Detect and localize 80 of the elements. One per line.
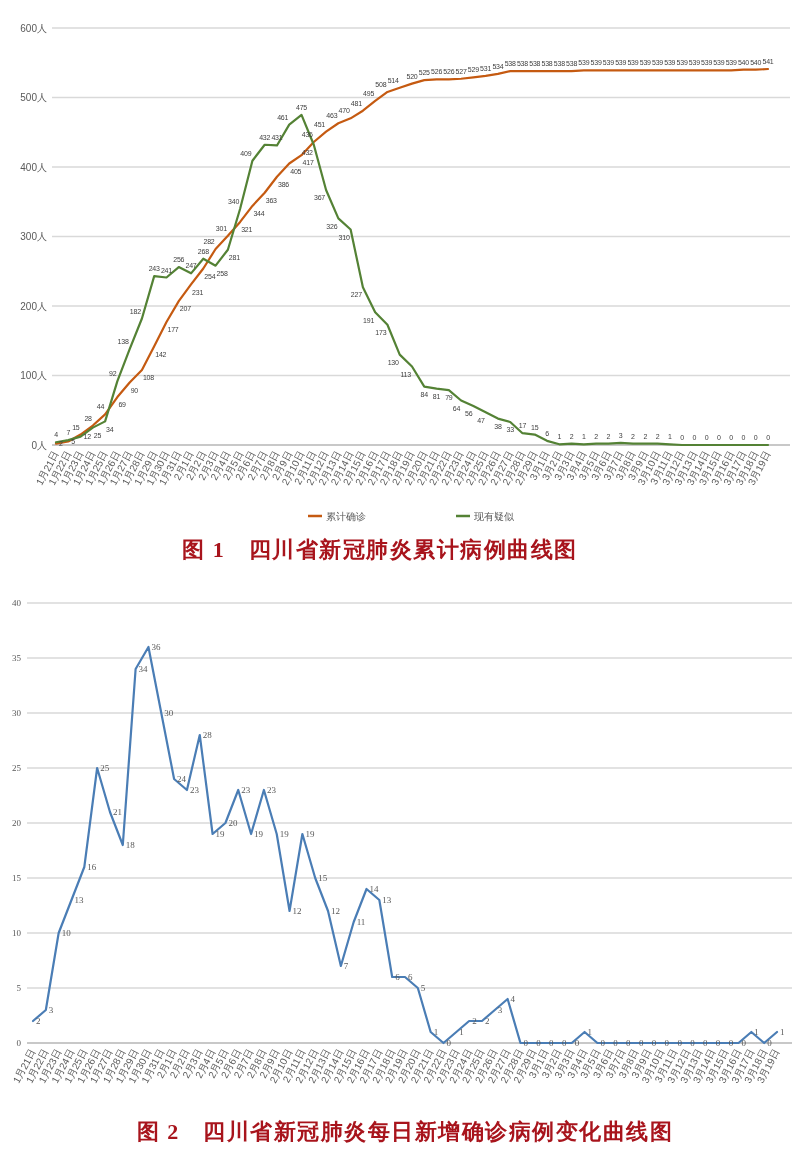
data-label: 0 bbox=[549, 1038, 555, 1049]
data-label: 7 bbox=[343, 961, 349, 972]
y-tick-label: 400人 bbox=[20, 161, 47, 173]
data-label: 11 bbox=[356, 917, 366, 928]
y-tick-label: 35 bbox=[12, 653, 22, 664]
y-tick-label: 20 bbox=[12, 818, 22, 829]
y-tick-label: 100人 bbox=[20, 370, 47, 381]
data-label: 13 bbox=[74, 895, 84, 906]
y-tick-label: 500人 bbox=[20, 92, 47, 103]
data-label: 13 bbox=[382, 895, 392, 906]
y-tick-label: 25 bbox=[12, 763, 22, 774]
data-label: 25 bbox=[100, 763, 110, 774]
legend-label: 现有疑似 bbox=[474, 510, 514, 522]
data-label: 0 bbox=[638, 1038, 644, 1049]
data-label: 1 bbox=[780, 1027, 785, 1038]
data-label: 0 bbox=[677, 1038, 683, 1049]
data-label: 4 bbox=[510, 994, 516, 1005]
data-label: 14 bbox=[369, 884, 380, 895]
data-label: 18 bbox=[125, 840, 136, 851]
data-label: 12 bbox=[331, 906, 341, 917]
data-label: 0 bbox=[536, 1038, 542, 1049]
data-label: 1 bbox=[587, 1027, 593, 1038]
data-label: 20 bbox=[228, 818, 238, 829]
y-tick-label: 40 bbox=[12, 598, 22, 609]
data-label: 34 bbox=[138, 664, 149, 675]
data-label: 0 bbox=[600, 1038, 606, 1049]
data-label: 6 bbox=[395, 972, 401, 983]
data-label: 23 bbox=[241, 785, 251, 796]
data-label: 12 bbox=[292, 906, 302, 917]
y-tick-label: 0 bbox=[16, 1038, 22, 1049]
data-label: 2 bbox=[484, 1016, 490, 1027]
line-series bbox=[31, 645, 779, 1045]
y-tick-label: 15 bbox=[12, 873, 22, 884]
data-label: 30 bbox=[164, 708, 174, 719]
data-label: 0 bbox=[703, 1038, 709, 1049]
data-label: 19 bbox=[215, 829, 226, 840]
data-label: 19 bbox=[254, 829, 264, 840]
data-label: 1 bbox=[459, 1027, 464, 1038]
data-label: 23 bbox=[266, 785, 277, 796]
data-label: 0 bbox=[523, 1038, 529, 1049]
data-label: 23 bbox=[189, 785, 200, 796]
data-label: 0 bbox=[626, 1038, 632, 1049]
data-label: 19 bbox=[279, 829, 290, 840]
data-label: 28 bbox=[202, 730, 213, 741]
y-tick-label: 200人 bbox=[20, 300, 47, 312]
data-label: 0 bbox=[690, 1038, 696, 1049]
data-label: 0 bbox=[446, 1038, 452, 1049]
data-label: 24 bbox=[177, 774, 187, 785]
data-label: 1 bbox=[433, 1027, 439, 1038]
text: 图 1 四川省新冠肺炎累计病例曲线图 bbox=[182, 537, 578, 562]
data-label: 0 bbox=[613, 1038, 619, 1049]
data-label: 21 bbox=[112, 807, 122, 818]
data-label: 0 bbox=[651, 1038, 657, 1049]
y-tick-label: 5 bbox=[16, 983, 22, 994]
data-label: 1 bbox=[754, 1027, 759, 1038]
legend-label: 累计确诊 bbox=[326, 510, 366, 522]
data-label: 10 bbox=[61, 928, 72, 939]
y-tick-label: 10 bbox=[12, 928, 22, 939]
text: 图 2 四川省新冠肺炎每日新增确诊病例变化曲线图 bbox=[136, 1119, 674, 1144]
data-label: 19 bbox=[305, 829, 315, 840]
data-label: 5 bbox=[420, 983, 426, 994]
data-label: 0 bbox=[728, 1038, 734, 1049]
y-tick-label: 600人 bbox=[20, 22, 47, 34]
y-tick-label: 30 bbox=[12, 708, 22, 719]
data-label: 16 bbox=[87, 862, 97, 873]
data-label: 6 bbox=[408, 972, 413, 983]
data-label: 2 bbox=[36, 1016, 41, 1027]
y-tick-label: 0人 bbox=[31, 439, 47, 451]
data-label: 0 bbox=[767, 1038, 773, 1049]
data-label: 2 bbox=[472, 1016, 477, 1027]
data-label: 3 bbox=[497, 1005, 503, 1016]
data-label: 0 bbox=[574, 1038, 580, 1049]
data-label: 36 bbox=[151, 642, 161, 653]
data-label: 0 bbox=[664, 1038, 670, 1049]
data-label: 15 bbox=[318, 873, 328, 884]
y-tick-label: 300人 bbox=[20, 231, 47, 242]
data-label: 0 bbox=[561, 1038, 567, 1049]
data-label: 0 bbox=[741, 1038, 747, 1049]
data-label: 0 bbox=[715, 1038, 721, 1049]
data-label: 3 bbox=[48, 1005, 54, 1016]
